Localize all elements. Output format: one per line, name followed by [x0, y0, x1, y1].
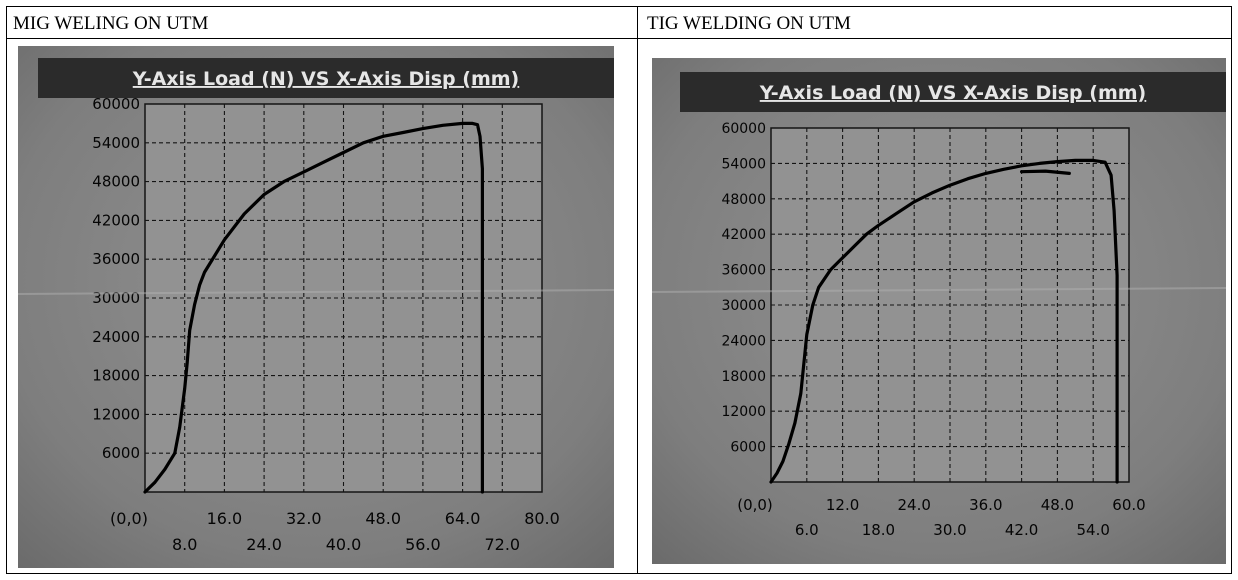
x-tick-label: 32.0 — [286, 509, 322, 528]
y-tick-label: 6000 — [102, 444, 140, 462]
chart-title: Y-Axis Load (N) VS X-Axis Disp (mm) — [759, 82, 1147, 104]
y-tick-label: 54000 — [92, 134, 140, 152]
x-tick-label: 80.0 — [524, 509, 560, 528]
column-divider — [637, 6, 638, 574]
chart-title-bar — [38, 58, 614, 98]
x-tick-label: 12.0 — [826, 496, 859, 514]
x-tick-label: 60.0 — [1112, 496, 1145, 514]
y-tick-label: 36000 — [721, 263, 766, 279]
y-tick-label: 12000 — [92, 405, 140, 423]
paper-crease — [652, 287, 1226, 293]
x-tick-label: 24.0 — [246, 535, 282, 554]
x-tick-label: 48.0 — [365, 509, 401, 528]
y-tick-label: 48000 — [721, 192, 766, 208]
y-tick-label: 12000 — [721, 404, 766, 420]
y-tick-label: 42000 — [92, 211, 140, 229]
x-tick-label: 56.0 — [405, 535, 441, 554]
x-tick-label: 36.0 — [969, 496, 1002, 514]
x-tick-label: 54.0 — [1076, 521, 1109, 539]
y-tick-label: 30000 — [92, 289, 140, 307]
series-line — [143, 121, 484, 494]
paper-crease — [18, 289, 614, 295]
series-line — [1020, 169, 1071, 175]
x-tick-label: 40.0 — [326, 535, 362, 554]
chart-title: Y-Axis Load (N) VS X-Axis Disp (mm) — [132, 68, 520, 90]
table-frame — [6, 6, 1232, 574]
chart-title-bar — [680, 72, 1226, 112]
x-tick-label: 72.0 — [484, 535, 520, 554]
x-tick-label: 30.0 — [933, 521, 966, 539]
origin-label: (0,0) — [737, 496, 773, 514]
series-line — [769, 158, 1119, 484]
x-tick-label: 6.0 — [795, 521, 819, 539]
x-tick-label: 16.0 — [207, 509, 243, 528]
x-tick-label: 18.0 — [862, 521, 895, 539]
y-tick-label: 6000 — [730, 440, 766, 456]
y-tick-label: 54000 — [721, 156, 766, 172]
x-tick-label: 24.0 — [897, 496, 930, 514]
caption-mig: MIG WELING ON UTM — [13, 13, 209, 34]
x-tick-label: 64.0 — [445, 509, 481, 528]
y-tick-label: 36000 — [92, 250, 140, 268]
y-tick-label: 24000 — [92, 328, 140, 346]
y-tick-label: 24000 — [721, 333, 766, 349]
row-divider — [6, 38, 1232, 39]
y-tick-label: 60000 — [721, 121, 766, 137]
y-tick-label: 18000 — [721, 369, 766, 385]
y-tick-label: 30000 — [721, 298, 766, 314]
origin-label: (0,0) — [110, 509, 148, 528]
caption-tig: TIG WELDING ON UTM — [647, 13, 851, 34]
x-tick-label: 48.0 — [1041, 496, 1074, 514]
x-tick-label: 42.0 — [1005, 521, 1038, 539]
tig-load-displacement-chart: Y-Axis Load (N) VS X-Axis Disp (mm) 6000 1… — [652, 58, 1226, 564]
x-tick-label: 8.0 — [172, 535, 197, 554]
y-tick-label: 18000 — [92, 367, 140, 385]
y-tick-label: 60000 — [92, 95, 140, 113]
mig-load-displacement-chart: Y-Axis Load (N) VS X-Axis Disp (mm) 6000 1… — [18, 46, 614, 568]
y-tick-label: 48000 — [92, 173, 140, 191]
y-tick-label: 42000 — [721, 227, 766, 243]
